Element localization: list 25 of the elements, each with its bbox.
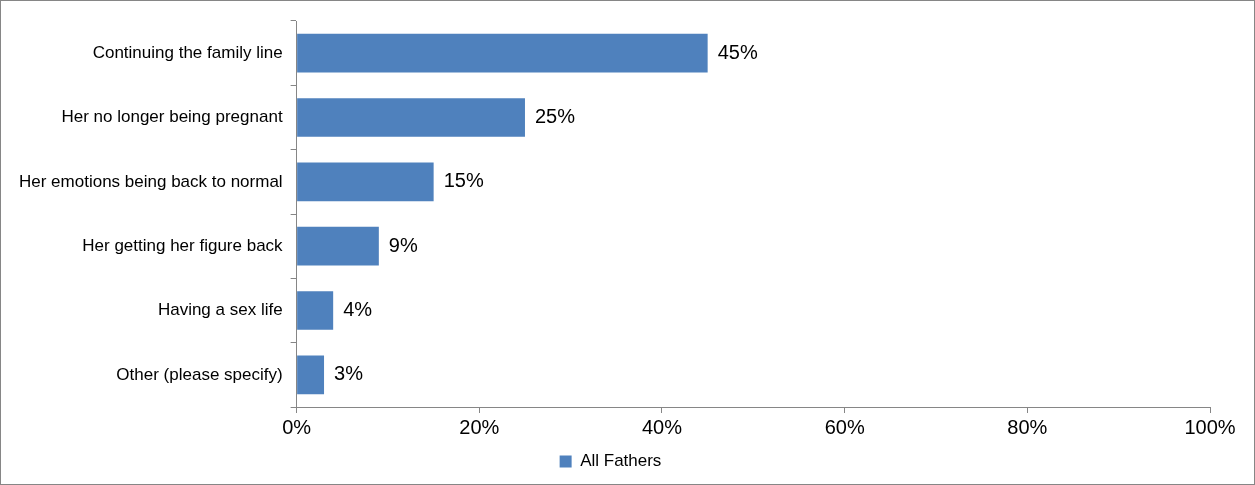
bar bbox=[297, 291, 334, 330]
y-tick-label: Continuing the family line bbox=[92, 42, 283, 62]
y-tick-label: Her getting her figure back bbox=[82, 235, 284, 255]
data-label: 25% bbox=[534, 105, 576, 128]
y-tick-label: Having a sex life bbox=[157, 300, 283, 320]
y-tick-label: Her emotions being back to normal bbox=[18, 171, 283, 191]
data-label: 9% bbox=[388, 233, 418, 256]
data-label: 15% bbox=[443, 169, 484, 192]
y-tick-label: Other (please specify) bbox=[116, 364, 283, 384]
bar bbox=[297, 162, 434, 202]
x-tick-label: 0% bbox=[282, 415, 312, 438]
data-label: 4% bbox=[343, 298, 373, 321]
y-tick-label: Her no longer being pregnant bbox=[61, 107, 283, 127]
bar bbox=[297, 98, 525, 137]
x-tick-label: 20% bbox=[459, 415, 500, 438]
x-tick-label: 80% bbox=[1007, 415, 1048, 438]
data-label: 3% bbox=[334, 362, 364, 385]
bar bbox=[297, 355, 325, 395]
bar bbox=[297, 226, 379, 266]
data-label: 45% bbox=[717, 40, 758, 63]
x-tick-label: 40% bbox=[641, 415, 683, 438]
bar bbox=[297, 33, 708, 73]
x-tick-label: 60% bbox=[824, 415, 865, 438]
x-tick-label: 100% bbox=[1184, 415, 1236, 438]
legend-label: All Fathers bbox=[580, 451, 662, 471]
